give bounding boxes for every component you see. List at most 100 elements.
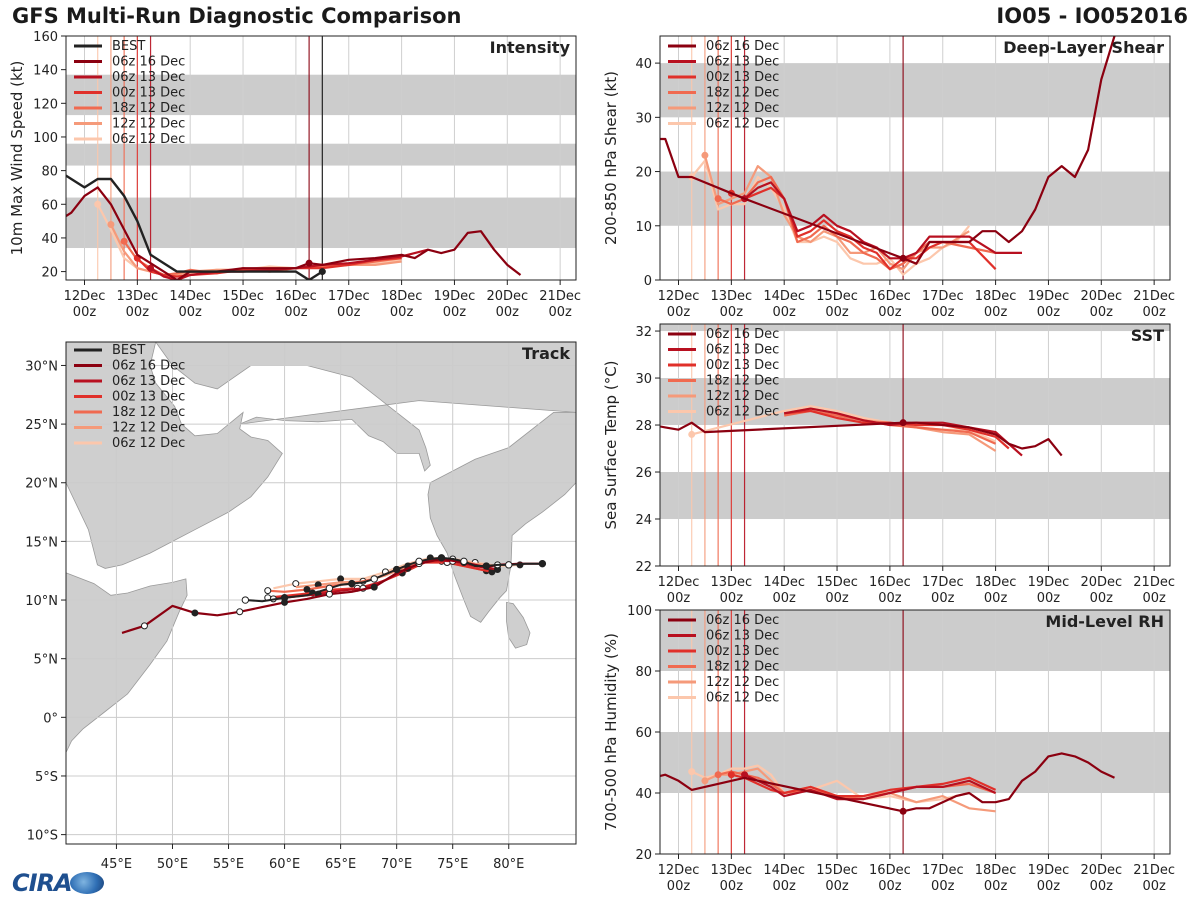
- intensity-ytick-label-7: 160: [33, 30, 58, 45]
- shear-ytick-label-3: 30: [635, 111, 652, 126]
- rh-xtick-sublabel-1: 00z: [720, 879, 744, 894]
- rh-legend-label-5: 06z 12 Dec: [706, 691, 779, 706]
- sst-init-dot-5: [688, 430, 696, 438]
- shear-xtick-sublabel-5: 00z: [931, 305, 955, 320]
- shear-series-2: [730, 186, 997, 271]
- shear-init-dot-4: [701, 151, 709, 159]
- track-point-3-10: [264, 587, 272, 595]
- sst-legend-label-0: 06z 16 Dec: [706, 327, 779, 342]
- track-best-point-22: [241, 596, 250, 604]
- intensity-ytick-label-5: 120: [33, 97, 58, 112]
- rh-xtick-label-6: 18Dec: [975, 863, 1017, 878]
- intensity-series-2: [136, 257, 402, 278]
- shear-legend-label-0: 06z 16 Dec: [706, 39, 779, 54]
- track-xtick-label-2: 55°E: [213, 857, 244, 872]
- rh-xtick-label-2: 14Dec: [763, 863, 805, 878]
- sst-xtick-sublabel-9: 00z: [1142, 591, 1166, 606]
- rh-legend-label-4: 12z 12 Dec: [706, 675, 779, 690]
- intensity-xtick-label-1: 13Dec: [116, 289, 158, 304]
- rh-ytick-label-3: 80: [635, 665, 652, 680]
- track-best-point-0: [538, 559, 547, 568]
- sst-ytick-label-1: 24: [635, 513, 652, 528]
- shear-xtick-sublabel-1: 00z: [720, 305, 744, 320]
- sst-legend-label-4: 12z 12 Dec: [706, 389, 779, 404]
- intensity-legend-label-1: 06z 13 Dec: [112, 70, 185, 85]
- sst-xtick-label-2: 14Dec: [763, 575, 805, 590]
- storm-id: IO05 - IO052016: [996, 4, 1188, 28]
- sst-xtick-sublabel-2: 00z: [773, 591, 797, 606]
- track-legend-label-2: 00z 13 Dec: [112, 390, 185, 405]
- intensity-xtick-sublabel-7: 00z: [443, 305, 467, 320]
- intensity-ytick-label-4: 100: [33, 131, 58, 146]
- intensity-legend-label-5: 06z 12 Dec: [112, 132, 185, 147]
- track-point-0-18: [140, 622, 148, 630]
- rh-init-dot-3: [714, 771, 722, 779]
- shear-ytick-label-1: 10: [635, 220, 652, 235]
- intensity-title: Intensity: [490, 38, 571, 57]
- intensity-series-1: [150, 248, 429, 280]
- track-xtick-label-5: 70°E: [381, 857, 412, 872]
- shear-init-dot-3: [714, 195, 722, 203]
- track-best-point-2: [505, 561, 513, 569]
- shear-xtick-label-4: 16Dec: [869, 289, 911, 304]
- intensity-xtick-label-8: 20Dec: [486, 289, 528, 304]
- sst-ytick-label-3: 28: [635, 419, 652, 434]
- rh-xtick-label-8: 20Dec: [1080, 863, 1122, 878]
- sst-legend-label-3: 18z 12 Dec: [706, 374, 779, 389]
- rh-panel: 2040608010012Dec00z13Dec00z14Dec00z15Dec…: [602, 604, 1175, 894]
- intensity-band-0: [66, 197, 576, 249]
- track-point-0-14: [236, 608, 244, 616]
- intensity-xtick-sublabel-5: 00z: [337, 305, 361, 320]
- track-xtick-label-4: 65°E: [325, 857, 356, 872]
- sst-xtick-label-0: 12Dec: [658, 575, 700, 590]
- track-ytick-label-6: 20°N: [25, 477, 58, 492]
- rh-init-dot-2: [727, 771, 735, 779]
- intensity-xtick-label-9: 21Dec: [539, 289, 581, 304]
- track-point-5-8: [337, 575, 345, 583]
- track-ytick-label-7: 25°N: [25, 418, 58, 433]
- rh-series-2: [731, 773, 997, 798]
- track-point-0-8: [370, 583, 378, 591]
- intensity-panel: 2040608010012014016012Dec00z13Dec00z14De…: [8, 30, 581, 320]
- intensity-ytick-label-3: 80: [41, 165, 58, 180]
- rh-plot-area: [660, 610, 1170, 854]
- sst-xtick-label-6: 18Dec: [975, 575, 1017, 590]
- sst-frame: [659, 323, 1171, 567]
- rh-init-dot-5: [688, 768, 696, 776]
- shear-band-0: [660, 171, 1170, 226]
- track-legend-label-1: 06z 13 Dec: [112, 374, 185, 389]
- rh-legend-label-0: 06z 16 Dec: [706, 613, 779, 628]
- rh-title: Mid-Level RH: [1045, 612, 1164, 631]
- shear-xtick-sublabel-6: 00z: [984, 305, 1008, 320]
- rh-xtick-sublabel-8: 00z: [1090, 879, 1114, 894]
- shear-ytick-label-2: 20: [635, 166, 652, 181]
- intensity-xtick-sublabel-1: 00z: [126, 305, 150, 320]
- shear-ytick-label-4: 40: [635, 57, 652, 72]
- sst-band-0: [660, 472, 1170, 520]
- shear-legend-label-2: 00z 13 Dec: [706, 70, 779, 85]
- rh-band-0: [660, 732, 1170, 793]
- track-xtick-label-7: 80°E: [493, 857, 524, 872]
- track-xtick-label-3: 60°E: [269, 857, 300, 872]
- track-ytick-label-1: 5°S: [35, 770, 58, 785]
- shear-ytick-label-0: 0: [644, 274, 652, 289]
- shear-ylabel: 200-850 hPa Shear (kt): [602, 71, 620, 245]
- sst-legend-label-1: 06z 13 Dec: [706, 343, 779, 358]
- intensity-xtick-label-6: 18Dec: [381, 289, 423, 304]
- rh-xtick-sublabel-2: 00z: [773, 879, 797, 894]
- sst-init-dot-0: [899, 419, 907, 427]
- sst-xtick-sublabel-4: 00z: [878, 591, 902, 606]
- shear-xtick-sublabel-3: 00z: [825, 305, 849, 320]
- sst-legend-label-5: 06z 12 Dec: [706, 405, 779, 420]
- intensity-ytick-label-0: 20: [41, 266, 58, 281]
- track-point-0-10: [325, 590, 333, 598]
- sst-series-5: [691, 405, 997, 443]
- landmass-iran-pakistan: [155, 342, 576, 472]
- rh-xtick-sublabel-6: 00z: [984, 879, 1008, 894]
- intensity-init-dot-4: [107, 220, 115, 228]
- track-best-point-14: [370, 575, 378, 583]
- sst-xtick-label-7: 19Dec: [1028, 575, 1070, 590]
- shear-xtick-sublabel-2: 00z: [773, 305, 797, 320]
- rh-init-dot-1: [741, 771, 749, 779]
- sst-ylabel: Sea Surface Temp (°C): [602, 360, 620, 529]
